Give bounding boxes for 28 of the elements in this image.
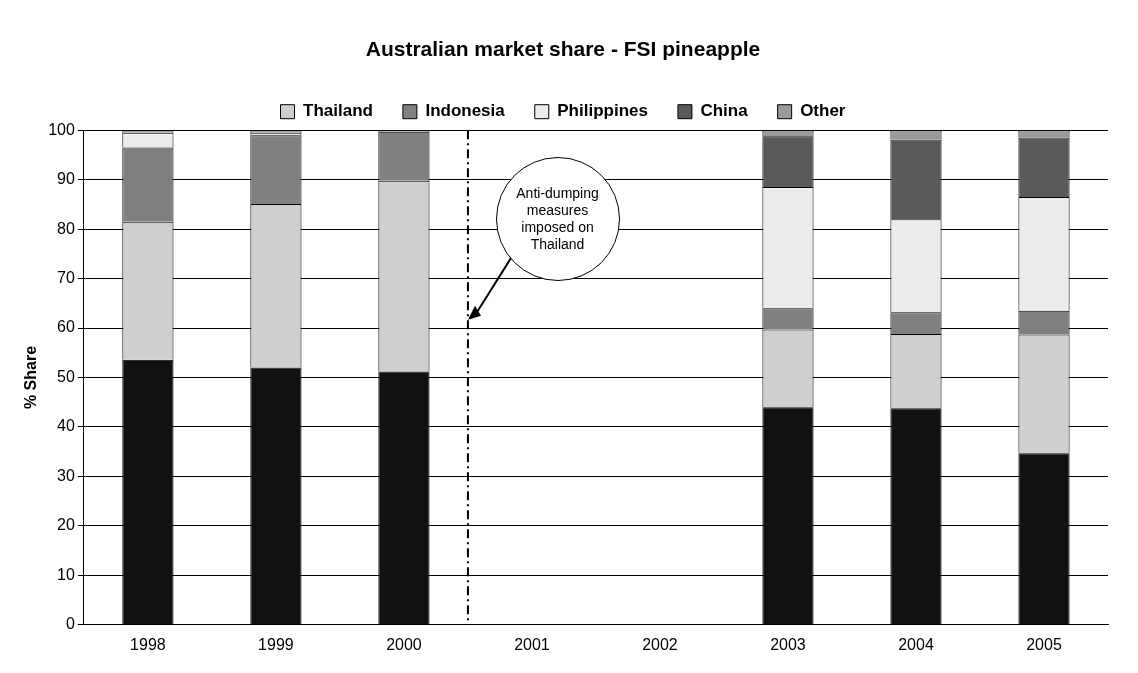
y-axis-title: % Share — [22, 345, 40, 410]
legend-label: Thailand — [303, 101, 373, 121]
y-tick-label: 50 — [57, 367, 75, 385]
circle-callout: Anti-dumping measures imposed on Thailand — [495, 157, 620, 282]
x-tick-label: 2003 — [770, 635, 806, 653]
y-tick-label: 10 — [57, 565, 75, 583]
x-tick-label: 2002 — [642, 635, 678, 653]
y-tick-label: 40 — [57, 417, 75, 435]
legend-label: Indonesia — [425, 101, 506, 121]
x-tick-label: 2004 — [898, 635, 934, 653]
annotation: Anti-dumping measures imposed on Thailand — [515, 185, 600, 254]
x-tick-label: 2005 — [1026, 635, 1062, 653]
y-tick-label: 30 — [57, 466, 75, 484]
y-tick-label: 80 — [57, 219, 75, 237]
x-tick-label: 1999 — [258, 635, 294, 653]
x-tick-label: 2001 — [514, 635, 550, 653]
legend-label: Philippines — [557, 101, 648, 121]
y-tick-label: 100 — [48, 120, 75, 138]
x-tick-label: 1998 — [130, 635, 166, 653]
x-tick-label: 2000 — [386, 635, 422, 653]
y-tick-label: 20 — [57, 516, 75, 534]
chart-title: Australian market share - FSI pineapple — [365, 37, 761, 61]
legend-label: China — [700, 101, 749, 121]
y-tick-label: 0 — [65, 615, 75, 633]
y-tick-label: 90 — [57, 170, 75, 188]
y-tick-label: 60 — [57, 318, 75, 336]
legend-label: Other — [800, 101, 846, 121]
y-tick-label: 70 — [57, 268, 75, 286]
